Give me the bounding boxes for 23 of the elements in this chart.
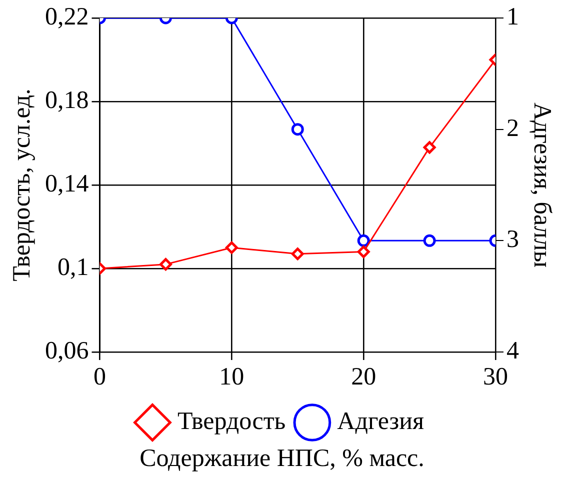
x-tick-label: 20 <box>351 364 376 391</box>
y-tick-label: 0,22 <box>45 4 89 31</box>
x-axis-title: Содержание НПС, % масс. <box>138 445 426 473</box>
point <box>291 248 304 260</box>
point <box>357 246 370 258</box>
x-tick-label: 0 <box>94 364 106 391</box>
y-tick-label: 0,18 <box>45 87 89 114</box>
x-tick-label: 10 <box>219 364 244 391</box>
point <box>159 258 172 271</box>
y2-tick-label: 2 <box>506 114 519 142</box>
point <box>423 141 436 154</box>
point <box>225 241 238 254</box>
y-tick-label: 0,06 <box>45 338 89 365</box>
y-axis-title: Твердость, усл.ед. <box>8 88 36 282</box>
y2-tick-label: 3 <box>506 226 519 254</box>
legend-label: Твердость <box>177 408 286 436</box>
y-tick-label: 0,1 <box>58 254 89 282</box>
y2-axis-title: Адгезия, баллы <box>528 102 556 268</box>
legend-label: Адгезия <box>337 408 425 436</box>
y2-tick-label: 1 <box>506 4 519 31</box>
y-tick-label: 0,14 <box>45 170 90 198</box>
x-tick-label: 30 <box>483 364 508 391</box>
y2-tick-label: 4 <box>506 338 520 365</box>
